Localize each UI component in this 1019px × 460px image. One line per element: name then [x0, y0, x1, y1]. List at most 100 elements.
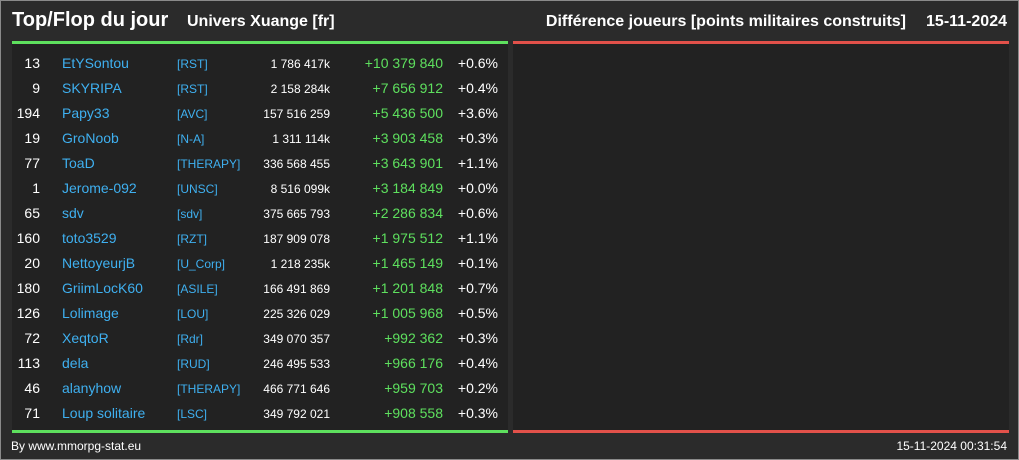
points-difference: +1 201 848	[372, 280, 443, 296]
points-difference: +992 362	[384, 330, 443, 346]
top-panel: 13 EtYSontou [RST] 1 786 417k +10 379 840 +0.…	[12, 41, 508, 433]
player-row: 160 toto3529 [RZT] 187 909 078 +1 975 512 +1.…	[12, 226, 508, 251]
player-points: 225 326 029	[263, 307, 330, 321]
player-name-link[interactable]: Lolimage	[62, 305, 119, 321]
player-rank: 13	[24, 55, 40, 71]
player-name-link[interactable]: Jerome-092	[62, 180, 137, 196]
percent-change: +3.6%	[457, 105, 498, 121]
alliance-tag[interactable]: [LOU]	[177, 307, 209, 321]
points-difference: +908 558	[384, 405, 443, 421]
player-name-link[interactable]: SKYRIPA	[62, 80, 122, 96]
player-name-link[interactable]: NettoyeurjB	[62, 255, 136, 271]
player-name-link[interactable]: ToaD	[62, 155, 95, 171]
player-rank: 9	[32, 80, 40, 96]
player-row: 46 alanyhow [THERAPY] 466 771 646 +959 703 +0…	[12, 376, 508, 401]
percent-change: +0.7%	[457, 280, 498, 296]
player-points: 349 070 357	[263, 332, 330, 346]
player-points: 1 311 114k	[272, 132, 330, 146]
alliance-tag[interactable]: [sdv]	[177, 207, 203, 221]
percent-change: +0.1%	[457, 255, 498, 271]
player-name-link[interactable]: XeqtoR	[62, 330, 109, 346]
metric-label: Différence joueurs [points militaires co…	[545, 13, 906, 30]
player-rank: 77	[24, 155, 40, 171]
player-rank: 46	[24, 380, 40, 396]
alliance-tag[interactable]: [UNSC]	[177, 182, 218, 196]
player-row: 13 EtYSontou [RST] 1 786 417k +10 379 840 +0.…	[12, 51, 508, 76]
percent-change: +1.1%	[457, 230, 498, 246]
player-name-link[interactable]: dela	[62, 355, 89, 371]
timestamp-text: 15-11-2024 00:31:54	[896, 439, 1007, 453]
points-difference: +966 176	[384, 355, 443, 371]
player-points: 166 491 869	[263, 282, 330, 296]
alliance-tag[interactable]: [THERAPY]	[177, 382, 241, 396]
player-name-link[interactable]: EtYSontou	[62, 55, 129, 71]
player-name-link[interactable]: Papy33	[62, 105, 110, 121]
alliance-tag[interactable]: [Rdr]	[177, 332, 204, 346]
player-rank: 126	[16, 305, 40, 321]
player-rank: 72	[24, 330, 40, 346]
points-difference: +7 656 912	[372, 80, 443, 96]
player-points: 336 568 455	[263, 157, 330, 171]
player-row: 113 dela [RUD] 246 495 533 +966 176 +0.4%	[12, 351, 508, 376]
player-points: 8 516 099k	[270, 182, 330, 196]
player-name-link[interactable]: alanyhow	[62, 380, 122, 396]
percent-change: +0.3%	[457, 330, 498, 346]
player-points: 349 792 021	[263, 407, 330, 421]
player-row: 65 sdv [sdv] 375 665 793 +2 286 834 +0.6%	[12, 201, 508, 226]
alliance-tag[interactable]: [U_Corp]	[177, 257, 226, 271]
player-name-link[interactable]: GriimLocK60	[62, 280, 143, 296]
player-rank: 19	[24, 130, 40, 146]
alliance-tag[interactable]: [AVC]	[177, 107, 208, 121]
page-title: Top/Flop du jour	[12, 9, 169, 31]
percent-change: +0.5%	[457, 305, 498, 321]
alliance-tag[interactable]: [ASILE]	[177, 282, 218, 296]
date-label: 15-11-2024	[926, 13, 1007, 30]
universe-label: Univers Xuange [fr]	[187, 13, 335, 30]
alliance-tag[interactable]: [N-A]	[177, 132, 205, 146]
player-row: 126 Lolimage [LOU] 225 326 029 +1 005 968 +0.…	[12, 301, 508, 326]
player-rank: 20	[24, 255, 40, 271]
percent-change: +1.1%	[457, 155, 498, 171]
points-difference: +1 975 512	[372, 230, 443, 246]
alliance-tag[interactable]: [THERAPY]	[177, 157, 241, 171]
player-row: 194 Papy33 [AVC] 157 516 259 +5 436 500 +3.6%	[12, 101, 508, 126]
player-points: 375 665 793	[263, 207, 330, 221]
top-list: 13 EtYSontou [RST] 1 786 417k +10 379 840 +0.…	[12, 51, 508, 426]
percent-change: +0.6%	[457, 205, 498, 221]
points-difference: +1 465 149	[372, 255, 443, 271]
points-difference: +1 005 968	[372, 305, 443, 321]
header: Top/Flop du jour Univers Xuange [fr] Dif…	[1, 1, 1018, 41]
player-name-link[interactable]: sdv	[62, 205, 84, 221]
percent-change: +0.6%	[457, 55, 498, 71]
points-difference: +5 436 500	[372, 105, 443, 121]
points-difference: +3 643 901	[372, 155, 443, 171]
player-row: 72 XeqtoR [Rdr] 349 070 357 +992 362 +0.3%	[12, 326, 508, 351]
player-rank: 180	[16, 280, 40, 296]
player-points: 187 909 078	[263, 232, 330, 246]
player-row: 19 GroNoob [N-A] 1 311 114k +3 903 458 +0.3%	[12, 126, 508, 151]
player-name-link[interactable]: GroNoob	[62, 130, 119, 146]
player-row: 9 SKYRIPA [RST] 2 158 284k +7 656 912 +0.4%	[12, 76, 508, 101]
points-difference: +10 379 840	[364, 55, 443, 71]
player-points: 1 786 417k	[270, 57, 330, 71]
player-points: 246 495 533	[263, 357, 330, 371]
alliance-tag[interactable]: [RUD]	[177, 357, 210, 371]
player-name-link[interactable]: Loup solitaire	[62, 405, 146, 421]
percent-change: +0.4%	[457, 80, 498, 96]
player-rank: 1	[32, 180, 40, 196]
player-row: 1 Jerome-092 [UNSC] 8 516 099k +3 184 849 +0.…	[12, 176, 508, 201]
alliance-tag[interactable]: [LSC]	[177, 407, 208, 421]
percent-change: +0.2%	[457, 380, 498, 396]
percent-change: +0.3%	[457, 130, 498, 146]
player-rank: 160	[16, 230, 40, 246]
player-name-link[interactable]: toto3529	[62, 230, 117, 246]
alliance-tag[interactable]: [RST]	[177, 57, 208, 71]
player-row: 180 GriimLocK60 [ASILE] 166 491 869 +1 201 8…	[12, 276, 508, 301]
flop-panel	[513, 41, 1009, 433]
alliance-tag[interactable]: [RZT]	[177, 232, 207, 246]
points-difference: +3 903 458	[372, 130, 443, 146]
alliance-tag[interactable]: [RST]	[177, 82, 208, 96]
percent-change: +0.4%	[457, 355, 498, 371]
player-row: 77 ToaD [THERAPY] 336 568 455 +3 643 901 +1.1…	[12, 151, 508, 176]
